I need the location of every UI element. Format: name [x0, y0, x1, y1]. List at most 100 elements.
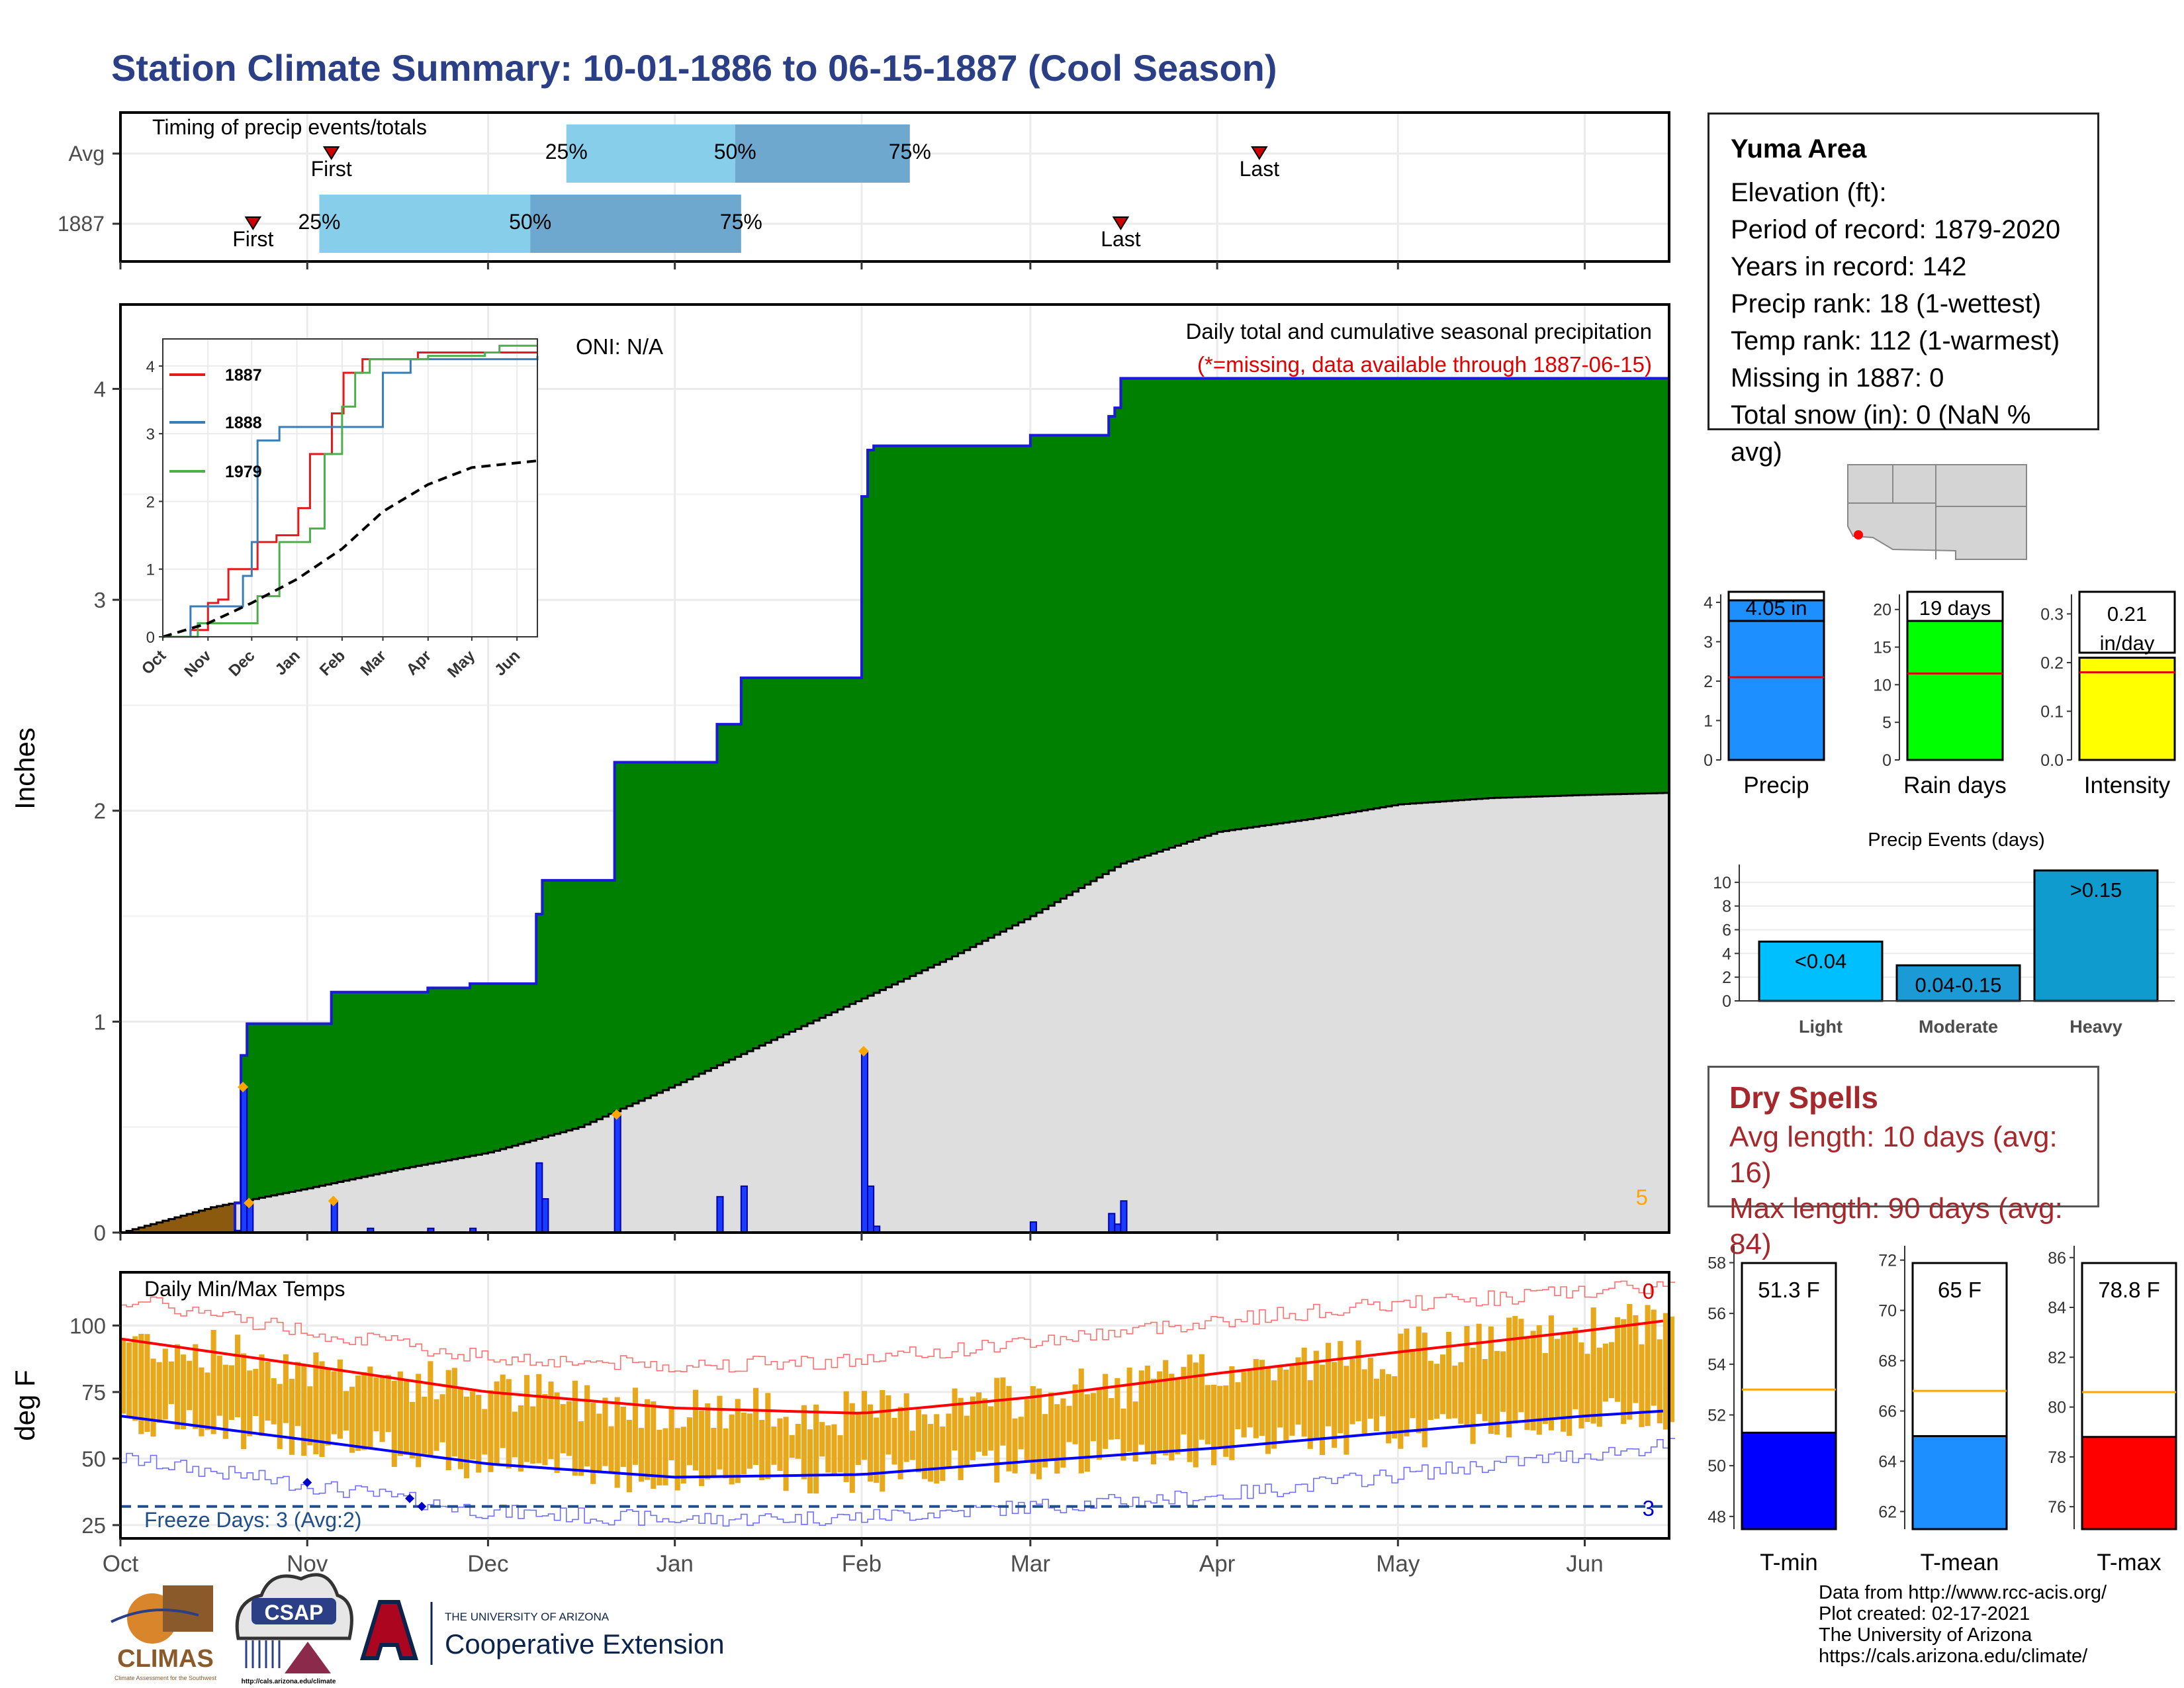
daily-temp-bar — [645, 1399, 651, 1480]
temp-summary-ytick-label: 66 — [1878, 1402, 1897, 1421]
daily-temp-bar — [759, 1420, 765, 1481]
daily-temp-bar — [445, 1370, 451, 1471]
daily-temp-bar — [1072, 1384, 1078, 1444]
inset-series-line — [163, 355, 539, 638]
inset-ytick-label: 3 — [146, 426, 155, 444]
daily-temp-bar — [530, 1406, 536, 1464]
daily-temp-bar — [1235, 1382, 1241, 1429]
daily-temp-bar — [692, 1389, 699, 1471]
summary-ytick-label: 0.0 — [2040, 751, 2064, 770]
daily-temp-bar — [1651, 1309, 1657, 1406]
daily-temp-bar — [837, 1435, 843, 1473]
inset-average-line — [162, 459, 538, 638]
daily-temp-bar — [1181, 1366, 1187, 1434]
daily-temp-bar — [416, 1374, 422, 1468]
daily-temp-bar — [1307, 1380, 1313, 1449]
daily-temp-bar — [1536, 1325, 1542, 1435]
daily-temp-bar — [1301, 1347, 1307, 1437]
last-marker-icon — [1251, 146, 1268, 160]
events-ytick-label: 2 — [1722, 968, 1731, 987]
daily-temp-bar — [940, 1426, 946, 1481]
temp-summary-ytick-label: 58 — [1707, 1254, 1726, 1273]
daily-temp-bar — [1018, 1417, 1024, 1450]
daily-temp-bar — [385, 1374, 391, 1432]
temp-summary-value: 65 F — [1938, 1278, 1981, 1302]
daily-precip-bar — [330, 1200, 338, 1234]
daily-temp-bar — [307, 1386, 313, 1446]
daily-temp-bar — [283, 1354, 289, 1423]
daily-temp-bar — [313, 1352, 319, 1454]
daily-temp-bar — [1078, 1368, 1084, 1474]
elevation-text: Elevation (ft): — [1731, 178, 1887, 207]
daily-temp-bar — [705, 1403, 711, 1479]
avg-cumulative-line — [120, 792, 1670, 1234]
daily-temp-bar — [1103, 1374, 1109, 1449]
temp-summary-bar — [2081, 1436, 2177, 1530]
daily-temp-bar — [247, 1370, 253, 1436]
inset-ytick-label: 0 — [146, 629, 155, 647]
daily-temp-bar — [777, 1418, 783, 1471]
daily-temp-bar — [144, 1334, 150, 1432]
temp-summary-ytick-label: 78 — [2048, 1448, 2066, 1467]
daily-temp-bar — [909, 1430, 915, 1460]
daily-temp-bar — [1132, 1401, 1138, 1462]
surplus-area — [241, 378, 1670, 1201]
timing-bar-50-75 — [530, 195, 741, 253]
inset-ytick-label: 1 — [146, 561, 155, 579]
daily-temp-bar — [1199, 1354, 1205, 1440]
daily-temp-bar — [542, 1393, 548, 1466]
event-bar — [2033, 869, 2159, 1002]
daily-temp-bar — [379, 1376, 385, 1442]
precip-event-marker — [858, 1045, 869, 1056]
daily-precip-bar — [1029, 1221, 1037, 1234]
daily-temp-bar — [536, 1374, 542, 1464]
temp-title: Daily Min/Max Temps — [144, 1277, 345, 1301]
daily-temp-bar — [1187, 1354, 1193, 1462]
record-max-line — [120, 1280, 1676, 1373]
daily-temp-bar — [1452, 1365, 1458, 1419]
daily-temp-bar — [861, 1391, 868, 1460]
temp-ytick-label: 25 — [81, 1513, 106, 1538]
daily-temp-bar — [1621, 1319, 1627, 1425]
daily-temp-bar — [680, 1427, 686, 1484]
daily-temp-bar — [903, 1393, 909, 1462]
temp-summary-ytick-label: 52 — [1707, 1407, 1726, 1425]
inset-ytick-label: 4 — [146, 358, 155, 376]
daily-temp-bar — [1422, 1333, 1428, 1448]
summary-value-label: 4.05 in — [1745, 596, 1807, 620]
corner-count-label: 5 — [1636, 1185, 1648, 1209]
daily-temp-bar — [1223, 1385, 1229, 1457]
period-text: Period of record: 1879-2020 — [1731, 215, 2061, 244]
summary-ytick-label: 1 — [1704, 712, 1713, 730]
credit-line: https://cals.arizona.edu/climate/ — [1819, 1646, 2088, 1667]
daily-temp-bar — [1332, 1362, 1338, 1448]
daily-temp-bar — [1006, 1385, 1012, 1472]
daily-temp-bar — [1433, 1364, 1440, 1419]
daily-temp-bar — [1578, 1342, 1584, 1429]
daily-temp-bar — [1030, 1386, 1036, 1474]
temp-summary-ytick-label: 68 — [1878, 1352, 1897, 1371]
daily-temp-bar — [1319, 1364, 1326, 1456]
summary-bar-label: Precip — [1743, 773, 1809, 798]
daily-temp-bar — [789, 1434, 795, 1458]
summary-bar — [2078, 657, 2176, 761]
daily-temp-bar — [1205, 1385, 1211, 1444]
daily-precip-bar — [240, 1086, 248, 1233]
daily-temp-bar — [1590, 1307, 1596, 1424]
cumulative-precip-line — [120, 377, 1669, 1234]
daily-temp-bar — [843, 1391, 849, 1482]
daily-temp-bar — [1373, 1378, 1379, 1432]
daily-temp-bar — [1494, 1350, 1500, 1435]
daily-temp-bar — [632, 1387, 639, 1465]
summary-value-unit: in/day — [2100, 632, 2155, 655]
daily-temp-bar — [463, 1396, 470, 1479]
daily-temp-bar — [319, 1361, 325, 1457]
daily-temp-bar — [747, 1413, 753, 1469]
summary-ytick-label: 2 — [1704, 673, 1713, 691]
daily-temp-bar — [271, 1378, 277, 1425]
month-tick-label: May — [1376, 1551, 1420, 1577]
daily-temp-bar — [1596, 1347, 1602, 1427]
daily-temp-bar — [608, 1426, 614, 1474]
daily-temp-bar — [428, 1361, 433, 1456]
daily-temp-bar — [855, 1413, 861, 1466]
